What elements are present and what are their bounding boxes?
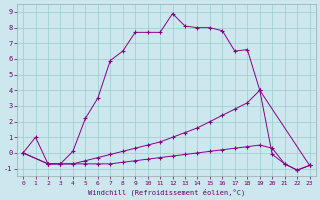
X-axis label: Windchill (Refroidissement éolien,°C): Windchill (Refroidissement éolien,°C) [88, 188, 245, 196]
